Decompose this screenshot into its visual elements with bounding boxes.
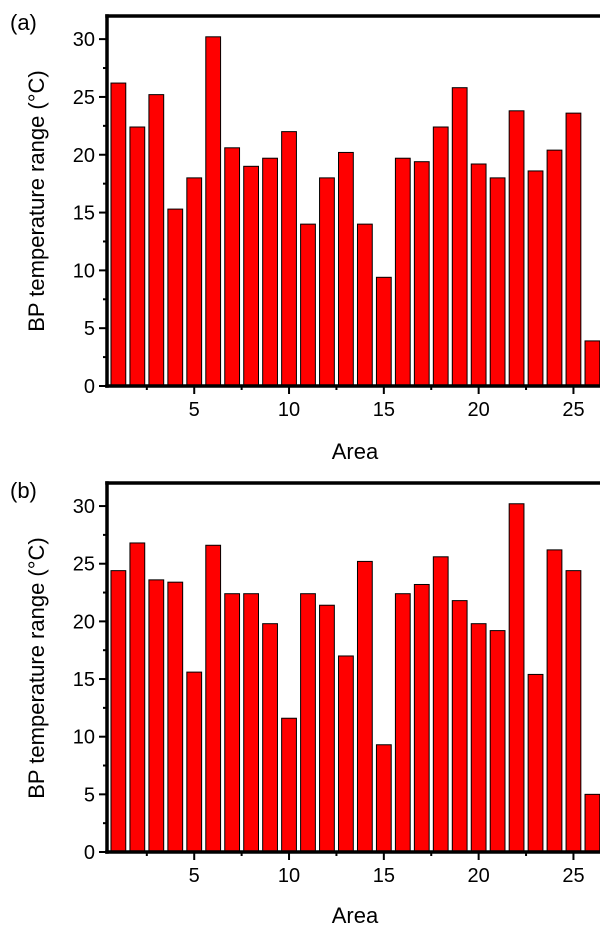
x-tick-label-b: 25 [562,865,584,887]
bar-a-7 [224,147,241,387]
y-tick-label-a: 5 [84,318,95,340]
bar-a-24 [546,149,563,387]
bar-a-11 [300,223,316,387]
bar-b-25 [565,570,582,853]
x-tick-label-a: 5 [189,399,200,421]
bar-a-12 [319,177,335,387]
plot-frame-b [105,481,600,854]
bar-b-8 [243,593,260,853]
bar-b-7 [224,593,241,853]
y-tick-label-a: 15 [73,203,95,225]
bar-a-13 [338,151,354,387]
y-tick-label-b: 15 [73,669,95,691]
bar-b-12 [319,604,335,853]
bar-b-11 [300,593,316,853]
bar-a-25 [565,112,582,387]
bars-a [110,36,600,387]
y-tick-label-a: 0 [84,376,95,398]
bar-a-17 [413,161,430,387]
bar-a-5 [186,177,203,387]
bar-a-26 [584,340,600,387]
plot-frame-a [105,14,600,388]
bar-b-5 [186,671,203,853]
bar-b-24 [546,549,563,853]
x-axis-label-b: Area [332,903,379,928]
y-axis-label-b: BP temperature range (°C) [24,537,49,799]
bar-b-3 [148,579,165,853]
bar-a-20 [470,163,487,387]
bar-b-4 [167,581,184,853]
bar-b-21 [489,630,506,853]
x-axis-label-a: Area [332,439,379,464]
bar-b-20 [470,623,487,853]
bar-a-23 [527,170,544,387]
bar-b-2 [129,542,146,853]
chart-panel-b: (b) BP temperature range (°C) Area 0 5 10 1… [10,478,600,928]
y-tick-label-b: 5 [84,784,95,806]
bar-a-3 [148,94,165,387]
y-tick-label-a: 25 [73,87,95,109]
x-tick-label-a: 15 [373,399,395,421]
panel-label-a: (a) [10,10,37,35]
tick-labels-a: 0 5 10 15 20 25 30 5 10 15 20 25 [73,29,585,421]
bar-a-22 [508,110,525,387]
bar-b-26 [584,793,600,853]
x-tick-label-b: 5 [189,865,200,887]
bar-b-6 [205,544,222,853]
bar-b-19 [451,600,468,853]
y-tick-label-b: 0 [84,842,95,864]
x-tick-label-a: 20 [468,399,490,421]
bar-b-22 [508,503,525,853]
y-tick-label-b: 25 [73,554,95,576]
x-tick-label-b: 10 [278,865,300,887]
bar-a-4 [167,208,184,387]
y-tick-label-b: 30 [73,496,95,518]
bar-b-15 [375,744,392,853]
bar-a-10 [281,131,297,387]
y-axis-label-a: BP temperature range (°C) [24,70,49,332]
y-tick-label-a: 30 [73,29,95,51]
bar-a-16 [394,157,411,387]
y-tick-label-a: 20 [73,145,95,167]
bar-b-1 [110,570,127,853]
bar-b-14 [356,560,373,853]
bar-b-16 [394,593,411,853]
x-tick-label-a: 10 [278,399,300,421]
bar-b-18 [432,556,449,853]
bar-a-2 [129,126,146,387]
bar-a-19 [451,87,468,387]
bar-a-1 [110,82,127,387]
panel-label-b: (b) [10,478,37,503]
x-tick-label-a: 25 [562,399,584,421]
bar-b-13 [338,655,354,853]
y-tick-label-b: 20 [73,611,95,633]
y-tick-label-a: 10 [73,260,95,282]
x-tick-label-b: 20 [468,865,490,887]
y-tick-label-b: 10 [73,727,95,749]
bar-a-14 [356,223,373,387]
bar-a-8 [243,165,260,387]
bar-a-6 [205,36,222,387]
tick-labels-b: 0 5 10 15 20 25 30 5 10 15 20 25 [73,496,585,887]
bar-b-23 [527,673,544,853]
bar-a-18 [432,126,449,387]
bar-b-17 [413,583,430,853]
bar-a-9 [262,157,278,387]
x-tick-label-b: 15 [373,865,395,887]
bars-b [110,503,600,853]
bar-a-15 [375,276,392,387]
bar-b-9 [262,623,278,853]
bar-a-21 [489,177,506,387]
bar-b-10 [281,717,297,853]
chart-panel-a: (a) BP temperature range (°C) Area 0 5 10 1… [10,10,600,464]
